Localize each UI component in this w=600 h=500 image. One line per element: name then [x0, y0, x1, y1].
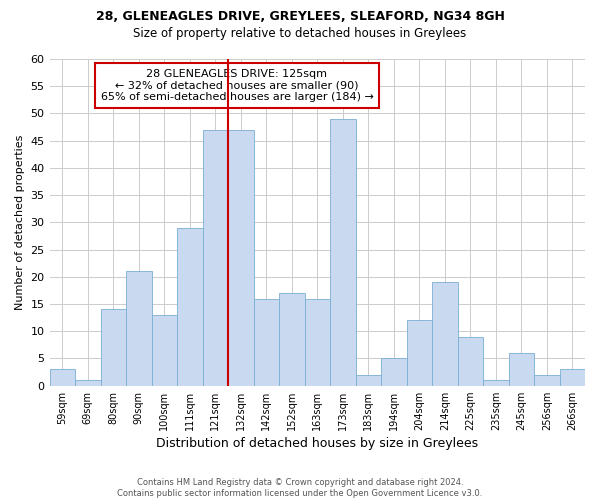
Bar — [101, 310, 126, 386]
X-axis label: Distribution of detached houses by size in Greylees: Distribution of detached houses by size … — [156, 437, 478, 450]
Bar — [126, 272, 152, 386]
Bar — [381, 358, 407, 386]
Bar — [177, 228, 203, 386]
Bar — [560, 370, 585, 386]
Bar — [458, 336, 483, 386]
Text: 28 GLENEAGLES DRIVE: 125sqm
← 32% of detached houses are smaller (90)
65% of sem: 28 GLENEAGLES DRIVE: 125sqm ← 32% of det… — [101, 69, 373, 102]
Text: 28, GLENEAGLES DRIVE, GREYLEES, SLEAFORD, NG34 8GH: 28, GLENEAGLES DRIVE, GREYLEES, SLEAFORD… — [95, 10, 505, 23]
Bar — [203, 130, 228, 386]
Bar — [407, 320, 432, 386]
Bar — [254, 298, 279, 386]
Bar — [305, 298, 330, 386]
Bar — [50, 370, 75, 386]
Text: Contains HM Land Registry data © Crown copyright and database right 2024.
Contai: Contains HM Land Registry data © Crown c… — [118, 478, 482, 498]
Bar — [330, 119, 356, 386]
Bar — [228, 130, 254, 386]
Bar — [152, 315, 177, 386]
Bar — [509, 353, 534, 386]
Bar — [534, 375, 560, 386]
Bar — [483, 380, 509, 386]
Bar — [279, 293, 305, 386]
Bar — [432, 282, 458, 386]
Bar — [75, 380, 101, 386]
Bar — [356, 375, 381, 386]
Text: Size of property relative to detached houses in Greylees: Size of property relative to detached ho… — [133, 28, 467, 40]
Y-axis label: Number of detached properties: Number of detached properties — [15, 134, 25, 310]
